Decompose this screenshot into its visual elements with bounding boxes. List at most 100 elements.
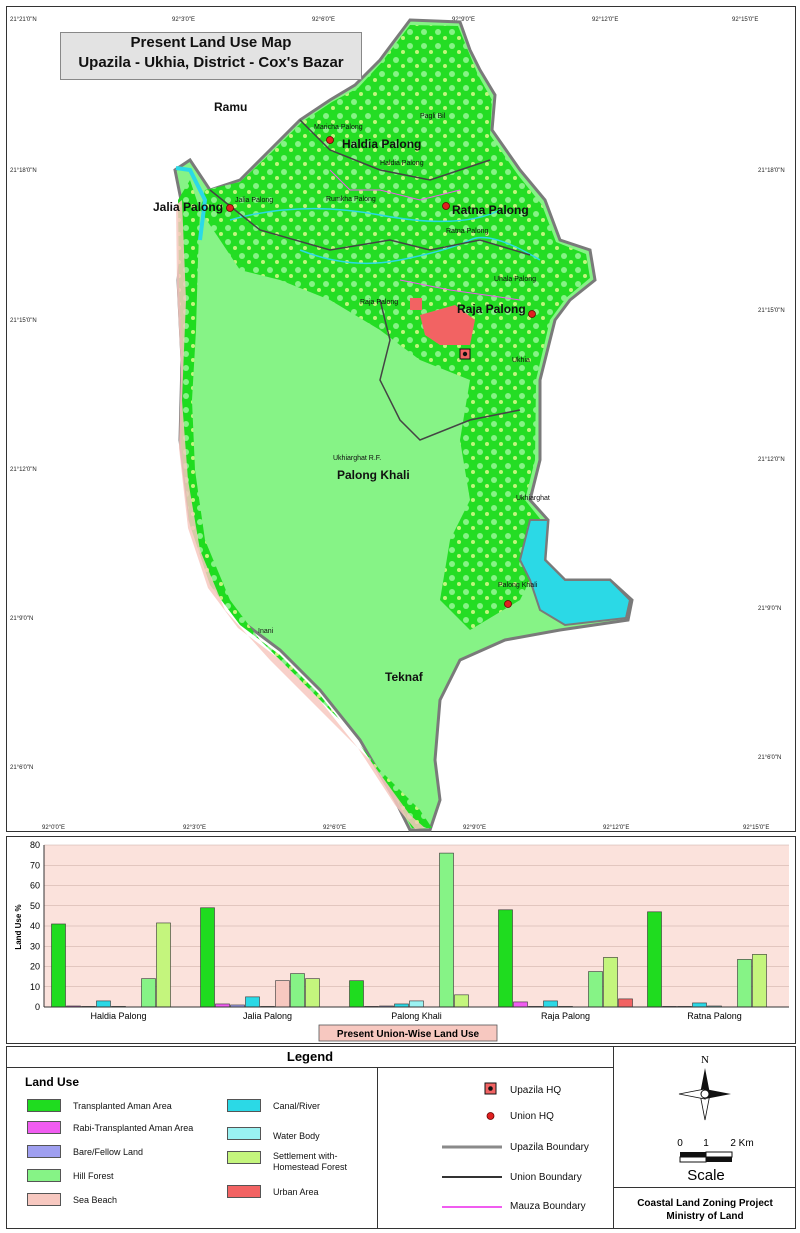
union-label: Haldia Palong	[342, 137, 422, 151]
coord-bottom: 92°9'0"E	[463, 825, 487, 831]
coord-right: 21°18'0"N	[758, 168, 785, 174]
chart-title-box	[318, 1024, 498, 1042]
y-tick-label: 70	[30, 860, 40, 870]
coord-left: 21°18'0"N	[10, 168, 37, 174]
divider	[377, 1067, 378, 1228]
y-tick-label: 80	[30, 840, 40, 850]
stream	[299, 236, 541, 265]
bar	[200, 907, 215, 1008]
coord-top: 92°9'0"E	[452, 17, 476, 23]
bar	[752, 954, 767, 1008]
mauza-label: Haldia Palong	[380, 160, 424, 167]
bar	[305, 978, 320, 1008]
swatch-canal-river	[227, 1099, 261, 1112]
legend-label: Transplanted Aman Area	[73, 1101, 172, 1111]
coord-bottom: 92°3'0"E	[183, 825, 207, 831]
bar	[439, 852, 454, 1008]
mauza-label: Ukhiarghat R.F.	[333, 455, 382, 462]
river-bay	[518, 519, 632, 627]
legend-title: Legend	[7, 1047, 613, 1068]
coord-bottom: 92°12'0"E	[603, 825, 630, 831]
bar	[454, 994, 469, 1008]
y-tick-label: 60	[30, 881, 40, 891]
ministry-name: Ministry of Land	[666, 1211, 744, 1222]
bar	[692, 1002, 707, 1008]
mauza-label: Palong Khali	[498, 582, 538, 589]
bar	[141, 978, 156, 1008]
bar	[275, 980, 290, 1008]
union-label: Ratna Palong	[452, 203, 529, 217]
coord-right: 21°12'0"N	[758, 457, 785, 463]
x-tick-label: Haldia Palong	[90, 1011, 146, 1021]
mauza-boundary	[399, 279, 521, 301]
mauza-label: Rumkha Palong	[326, 196, 376, 203]
union-hq-marker	[504, 600, 512, 608]
bar	[245, 996, 260, 1008]
coord-right: 21°6'0"N	[758, 755, 782, 761]
legend-label: Rabi-Transplanted Aman Area	[73, 1123, 194, 1133]
union-hq-marker	[528, 310, 536, 318]
bar	[647, 911, 662, 1008]
coord-left: 21°9'0"N	[10, 616, 34, 622]
mauza-label: Inani	[258, 628, 274, 635]
mauza-label: Ukhia	[512, 357, 530, 364]
mauza-label: Jalia Palong	[235, 197, 274, 204]
union-hq-icon	[486, 1112, 495, 1120]
y-tick-label: 30	[30, 941, 40, 951]
y-tick-label: 10	[30, 982, 40, 992]
bar	[588, 971, 603, 1008]
y-tick-label: 50	[30, 901, 40, 911]
union-boundary	[209, 189, 531, 256]
mauza-label: Maricha Palong	[314, 124, 363, 131]
mauza-label: Raja Palong	[360, 299, 399, 306]
symbol-label: Upazila HQ	[510, 1085, 562, 1096]
coord-right: 21°15'0"N	[758, 308, 785, 314]
bar-chart: 0 10 20 30 40 50 60 70 80 Haldia Palong Jalia Palo…	[14, 840, 789, 1042]
urban-area	[410, 298, 422, 310]
bar	[349, 980, 364, 1008]
bar	[737, 959, 752, 1008]
legend-label: Bare/Fellow Land	[73, 1147, 144, 1157]
scale-tick: 1	[703, 1138, 709, 1149]
y-axis-label: Land Use %	[14, 904, 23, 949]
union-hq-marker	[326, 136, 334, 144]
legend-label: Sea Beach	[73, 1195, 118, 1205]
compass-icon	[678, 1068, 731, 1121]
scale-tick: 2 Km	[730, 1138, 753, 1149]
stream	[229, 207, 501, 223]
north-arrow-scale: N 0 1 2 Km Scale	[677, 1054, 753, 1184]
map-svg	[173, 18, 634, 832]
bar	[513, 1001, 528, 1008]
bar	[498, 909, 513, 1008]
union-label: Jalia Palong	[153, 200, 224, 214]
y-tick-label: 0	[35, 1002, 40, 1012]
legend-label: Hill Forest	[73, 1171, 114, 1181]
union-hq-marker	[442, 202, 450, 210]
project-name: Coastal Land Zoning Project	[637, 1198, 773, 1209]
swatch-transplanted-aman	[27, 1099, 61, 1112]
chart-title: Present Union-Wise Land Use	[337, 1029, 480, 1040]
bar	[96, 1000, 111, 1008]
scale-tick: 0	[677, 1138, 683, 1149]
mauza-label: Ratna Palong	[446, 228, 489, 235]
symbol-label: Mauza Boundary	[510, 1201, 586, 1212]
mauza-label: Ukhiarghat	[516, 495, 550, 502]
bar	[156, 922, 171, 1008]
union-label: Raja Palong	[457, 302, 526, 316]
bar	[543, 1000, 558, 1008]
symbol-legend	[442, 1082, 502, 1208]
swatch-sea-beach	[27, 1193, 61, 1206]
symbol-label: Union HQ	[510, 1111, 554, 1122]
swatch-water-body	[227, 1127, 261, 1140]
river	[175, 166, 208, 241]
mauza-boundary	[329, 169, 461, 201]
bar	[603, 957, 618, 1008]
union-hq-marker	[226, 204, 234, 212]
union-boundary	[379, 299, 521, 441]
legend-label: Homestead Forest	[273, 1162, 348, 1172]
project-credit: Coastal Land Zoning Project Ministry of …	[615, 1197, 795, 1223]
swatch-urban-area	[227, 1185, 261, 1198]
coord-top: 92°6'0"E	[312, 17, 336, 23]
bar	[409, 1000, 424, 1008]
paddy-zone	[200, 25, 590, 630]
